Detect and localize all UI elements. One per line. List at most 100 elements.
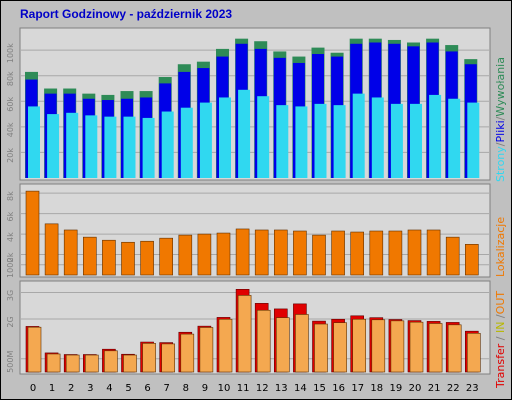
- x-tick-label: 11: [237, 383, 250, 394]
- x-tick-label: 3: [87, 383, 93, 394]
- bar-wywolania: [161, 111, 174, 178]
- legend-out: OUT: [494, 291, 507, 315]
- bar-lokalizacje: [197, 233, 212, 276]
- chart-title: Raport Godzinowy - październik 2023: [20, 7, 232, 21]
- bar-wywolania: [333, 105, 346, 178]
- bar-transfer-out: [237, 295, 252, 373]
- bar-wywolania: [257, 96, 270, 178]
- bar-lokalizacje: [102, 239, 116, 276]
- x-tick-label: 5: [125, 383, 131, 394]
- legend-slash-1: /: [494, 142, 507, 146]
- bar-lokalizacje: [445, 236, 460, 276]
- bar-lokalizacje: [254, 229, 269, 276]
- bar-transfer-out: [199, 327, 214, 373]
- bar-lokalizacje: [369, 230, 384, 276]
- x-tick-labels: 0 1 2 3 4 5 6 7 8 9 10 11 12 13 14 15 16 17 18 19 20 21 22 23: [30, 383, 479, 394]
- bar-wywolania: [467, 102, 480, 178]
- bar-lokalizacje: [388, 230, 403, 276]
- bars: [25, 38, 481, 373]
- bar-transfer-out: [409, 321, 424, 373]
- bar-wywolania: [390, 103, 403, 178]
- x-tick-label: 6: [144, 383, 150, 394]
- y-tick-label-middle: 6k: [6, 211, 15, 221]
- bar-lokalizacje: [63, 229, 78, 276]
- y-tick-label-top: 20k: [6, 148, 15, 163]
- bar-transfer-out: [142, 343, 156, 373]
- bar-transfer-out: [333, 322, 347, 373]
- x-tick-label: 15: [313, 383, 326, 394]
- bar-lokalizacje: [25, 190, 40, 276]
- legend-in: IN: [494, 322, 507, 333]
- bar-wywolania: [219, 97, 231, 178]
- bar-wywolania: [276, 105, 289, 178]
- bar-lokalizacje: [235, 228, 250, 276]
- bar-transfer-out: [352, 318, 367, 373]
- y-tick-label-top: 40k: [6, 122, 15, 137]
- legend-wywolania: Wywołania: [494, 57, 507, 117]
- bar-wywolania: [47, 114, 60, 178]
- x-tick-label: 13: [275, 383, 288, 394]
- bar-wywolania: [66, 112, 79, 178]
- bar-transfer-out: [104, 350, 118, 373]
- legend-slash-4: /: [494, 314, 507, 318]
- y-tick-label-bottom: 500M: [6, 351, 15, 373]
- y-tick-label-bottom: 3G: [6, 290, 15, 301]
- legend-pliki: Pliki: [494, 120, 507, 142]
- bar-wywolania: [238, 89, 251, 178]
- x-tick-label: 4: [106, 383, 112, 394]
- bar-lokalizacje: [426, 229, 441, 276]
- bar-lokalizacje: [159, 237, 173, 276]
- bar-wywolania: [371, 97, 384, 178]
- bar-wywolania: [199, 102, 212, 178]
- bar-lokalizacje: [83, 236, 97, 276]
- bar-lokalizacje: [350, 231, 365, 276]
- bar-transfer-out: [275, 317, 290, 373]
- bar-transfer-out: [314, 323, 328, 373]
- bar-transfer-out: [371, 319, 386, 373]
- top-panel-legend: Strony/Pliki/Wywołania: [494, 57, 507, 182]
- y-tick-label-top: 100k: [6, 43, 15, 63]
- y-tick-label-top: 80k: [6, 71, 15, 86]
- x-tick-label: 8: [183, 383, 189, 394]
- x-tick-label: 7: [164, 383, 170, 394]
- bar-wywolania: [142, 117, 155, 178]
- legend-slash-3: /: [494, 336, 507, 340]
- bar-lokalizacje: [44, 223, 59, 276]
- y-tick-label-top: 60k: [6, 97, 15, 112]
- bar-lokalizacje: [312, 234, 326, 276]
- bar-transfer-out: [27, 326, 42, 373]
- bar-wywolania: [295, 106, 308, 178]
- bar-wywolania: [180, 107, 193, 178]
- x-tick-label: 1: [49, 383, 55, 394]
- bar-lokalizacje: [407, 229, 422, 276]
- y-tick-label-middle: 4k: [6, 232, 15, 242]
- bar-transfer-out: [295, 314, 309, 373]
- bar-wywolania: [448, 98, 461, 178]
- bar-transfer-out: [428, 323, 443, 373]
- x-tick-label: 18: [370, 383, 383, 394]
- bar-wywolania: [429, 94, 442, 178]
- legend-transfer: Transfer: [494, 343, 507, 389]
- bar-transfer-out: [180, 333, 195, 373]
- bar-transfer-out: [390, 320, 405, 373]
- x-tick-label: 14: [294, 383, 307, 394]
- bar-lokalizacje: [121, 241, 135, 276]
- x-tick-label: 19: [390, 383, 403, 394]
- y-tick-label-middle: 8k: [6, 191, 15, 201]
- bar-wywolania: [28, 106, 40, 178]
- bar-wywolania: [352, 93, 365, 178]
- x-tick-label: 12: [256, 383, 269, 394]
- bar-lokalizacje: [216, 232, 231, 276]
- x-tick-label: 2: [68, 383, 74, 394]
- bar-lokalizacje: [331, 230, 345, 276]
- bar-wywolania: [123, 116, 136, 178]
- bar-lokalizacje: [293, 230, 307, 276]
- bar-wywolania: [104, 116, 117, 178]
- bar-lokalizacje: [273, 229, 288, 276]
- bar-transfer-out: [447, 324, 462, 373]
- x-tick-label: 22: [447, 383, 460, 394]
- x-tick-label: 10: [218, 383, 231, 394]
